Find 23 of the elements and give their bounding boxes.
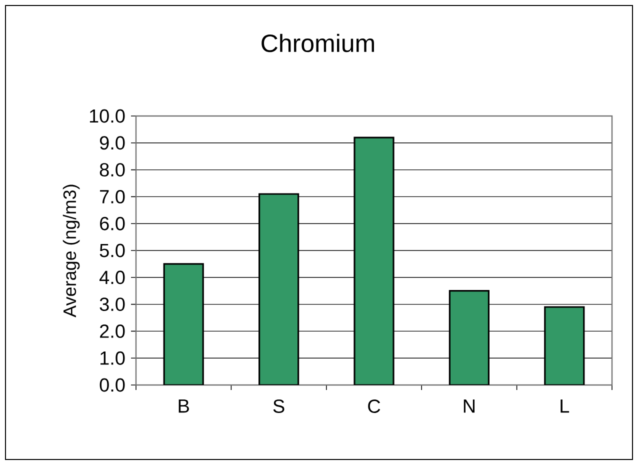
x-tick-label: N [464,400,475,413]
y-tick-label: 2.0 [100,324,125,338]
y-tick-label: 7.0 [100,190,125,204]
y-tick-label: 4.0 [100,270,125,284]
chart-title: Chromium [262,34,374,52]
y-tick-label: 1.0 [100,351,125,365]
bar [258,193,300,385]
y-tick-label: 0.0 [100,378,125,392]
y-tick-label: 8.0 [100,163,125,177]
y-axis-title: Average (ng/m3) [62,184,80,318]
x-tick-label: B [178,400,189,413]
y-tick-label: 3.0 [100,298,125,312]
bar [163,263,204,385]
y-tick-label: 9.0 [100,136,125,150]
bar [354,136,394,385]
bar [448,290,490,385]
x-tick-label: L [560,400,570,413]
y-tick-label: 6.0 [100,216,125,230]
x-tick-label: C [368,400,380,413]
y-tick-label: 10.0 [90,109,125,123]
bar [544,306,585,385]
y-tick-label: 5.0 [100,244,125,258]
x-tick-label: S [273,400,284,413]
